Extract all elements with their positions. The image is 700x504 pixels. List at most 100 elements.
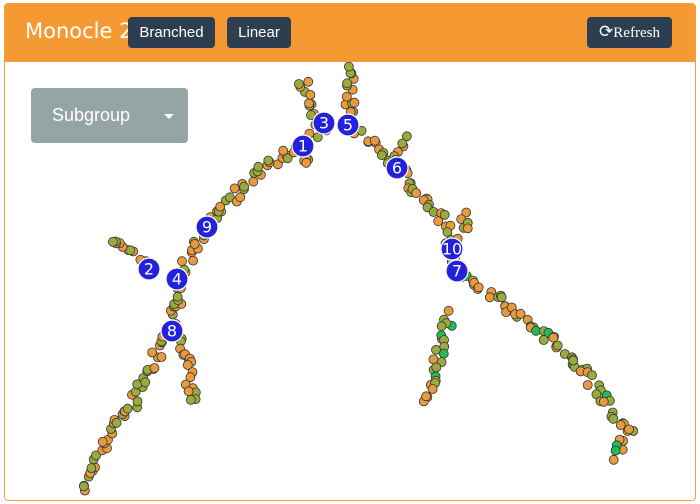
cell-point [188, 255, 199, 266]
branched-button[interactable]: Branched [128, 17, 215, 48]
cell-point [97, 436, 108, 447]
cell-point [439, 209, 450, 220]
cell-point [122, 403, 133, 414]
trajectory-node: 1 [291, 134, 315, 158]
cell-point [462, 223, 473, 234]
cell-point [442, 227, 453, 238]
cell-point [411, 188, 422, 199]
cell-point [235, 192, 246, 203]
cell-point [624, 424, 634, 435]
cell-point [263, 155, 274, 166]
cell-point [515, 308, 526, 319]
cell-point [496, 292, 507, 303]
node-label: 9 [202, 218, 212, 237]
node-label: 5 [343, 116, 353, 135]
cell-point [608, 413, 619, 424]
node-label: 6 [392, 159, 402, 178]
cell-point [303, 76, 314, 87]
trajectory-node: 6 [385, 156, 409, 180]
cell-point [421, 391, 432, 402]
cell-point [397, 138, 408, 149]
cell-point [568, 355, 579, 366]
trajectory-node: 2 [137, 257, 161, 281]
trajectory-node: 9 [195, 215, 219, 239]
cell-point [140, 377, 151, 388]
cell-point [587, 370, 597, 381]
cell-point [436, 321, 447, 332]
cell-point [172, 291, 183, 302]
cell-point [293, 79, 304, 89]
cell-point [548, 332, 559, 343]
cell-point [304, 98, 314, 109]
refresh-label: Refresh [613, 25, 660, 41]
cell-point [189, 239, 200, 249]
node-label: 10 [442, 240, 462, 259]
app-title: Monocle 2 [25, 19, 133, 43]
cell-point [376, 150, 387, 161]
cell-point [433, 216, 444, 227]
cell-point [177, 256, 187, 267]
cell-point [239, 181, 250, 192]
cell-point [79, 481, 89, 492]
cell-point [91, 450, 101, 461]
cell-point [132, 396, 143, 407]
cell-point [215, 201, 226, 212]
cell-point [224, 192, 235, 203]
subgroup-label: Subgroup [52, 105, 131, 125]
cell-point [301, 157, 312, 168]
cell-point [608, 454, 619, 465]
cell-point [282, 153, 293, 164]
cell-point [108, 236, 118, 247]
subgroup-dropdown[interactable]: Subgroup [31, 88, 188, 143]
node-label: 4 [172, 270, 182, 289]
cell-point [149, 363, 160, 373]
node-label: 8 [167, 322, 177, 341]
cell-point [427, 384, 438, 394]
cell-point [615, 420, 626, 431]
cell-point [344, 62, 354, 72]
cell-point [185, 372, 196, 383]
cell-point [484, 292, 495, 303]
node-label: 2 [144, 260, 154, 279]
trajectory-node: 3 [312, 111, 336, 135]
cell-point [182, 360, 193, 370]
cell-point [305, 90, 316, 100]
cell-point [86, 463, 97, 474]
cell-point [111, 417, 122, 428]
cell-point [156, 352, 167, 362]
cell-point [341, 91, 352, 102]
refresh-button[interactable]: ⟳Refresh [587, 17, 672, 48]
refresh-icon: ⟳ [599, 22, 614, 42]
cell-point [278, 145, 289, 156]
cell-point [248, 176, 259, 187]
cell-point [598, 396, 609, 407]
cell-point [185, 394, 196, 405]
trajectory-node: 7 [445, 259, 469, 283]
cell-point [443, 305, 454, 316]
node-label: 3 [319, 114, 329, 133]
cell-point [582, 380, 593, 390]
trajectory-node: 5 [336, 113, 360, 137]
caret-down-icon [164, 114, 174, 119]
cell-point [147, 347, 158, 358]
node-label: 7 [452, 262, 462, 281]
cell-point [610, 445, 621, 456]
cell-point [369, 135, 380, 146]
node-label: 1 [298, 137, 308, 156]
trajectory-node: 8 [160, 319, 184, 343]
cell-point [253, 161, 264, 172]
cell-point [306, 110, 316, 120]
cell-point [401, 131, 412, 142]
cell-point [342, 78, 353, 89]
cell-point [538, 335, 549, 345]
trajectory-node: 10 [440, 237, 464, 261]
cell-point [183, 386, 194, 397]
cell-point [438, 348, 449, 359]
cell-point [552, 340, 563, 351]
trajectory-node: 4 [165, 267, 189, 291]
linear-button[interactable]: Linear [227, 17, 291, 48]
cell-point [431, 362, 442, 373]
cell-point [461, 207, 472, 218]
cell-point [473, 282, 484, 293]
